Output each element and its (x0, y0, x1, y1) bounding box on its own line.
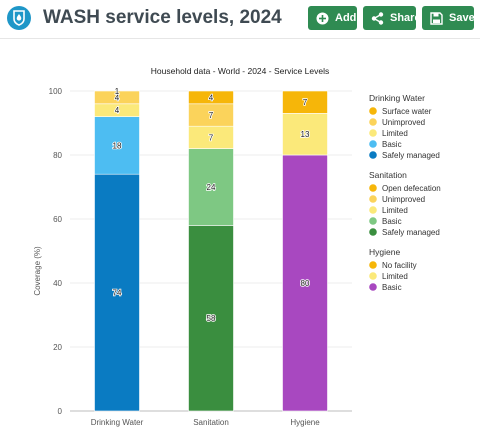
data-label: 4 (115, 106, 120, 115)
save-button[interactable]: Save (422, 6, 475, 30)
legend-heading: Drinking Water (369, 93, 425, 103)
legend-marker[interactable] (369, 184, 377, 192)
bar-segment[interactable] (188, 148, 234, 226)
legend-item[interactable]: Unimproved (382, 118, 425, 127)
legend-heading: Sanitation (369, 170, 407, 180)
floppy-disk-icon (430, 11, 443, 25)
y-axis-label: Coverage (%) (33, 246, 42, 296)
legend-marker[interactable] (369, 228, 377, 236)
chart-title: Household data - World - 2024 - Service … (151, 66, 329, 76)
legend-item[interactable]: Unimproved (382, 195, 425, 204)
share-icon (371, 11, 384, 25)
legend-item[interactable]: Basic (382, 217, 402, 226)
legend-item[interactable]: Basic (382, 283, 402, 292)
data-label: 7 (303, 98, 308, 107)
bar-segment[interactable] (282, 90, 328, 114)
x-tick-label: Drinking Water (91, 418, 144, 427)
data-label: 24 (207, 183, 216, 192)
x-tick-label: Hygiene (290, 418, 320, 427)
data-label: 18 (113, 141, 122, 150)
bar-segment[interactable] (188, 90, 234, 105)
data-label: 1 (115, 87, 120, 96)
y-tick-label: 80 (53, 151, 62, 160)
data-label: 58 (207, 314, 216, 323)
share-button-label: Share (390, 12, 421, 24)
share-button[interactable]: Share (363, 6, 421, 30)
legend-item[interactable]: Safely managed (382, 228, 440, 237)
data-label: 80 (301, 279, 310, 288)
data-label: 7 (209, 133, 214, 142)
legend-marker[interactable] (369, 206, 377, 214)
legend-item[interactable]: Limited (382, 206, 408, 215)
legend-marker[interactable] (369, 195, 377, 203)
bar-segment[interactable] (282, 113, 328, 156)
legend-item[interactable]: Open defecation (382, 184, 441, 193)
legend-item[interactable]: Basic (382, 140, 402, 149)
y-tick-label: 20 (53, 343, 62, 352)
data-label: 74 (113, 289, 122, 298)
legend-marker[interactable] (369, 217, 377, 225)
legend-marker[interactable] (369, 129, 377, 137)
bar-segment[interactable] (282, 154, 328, 412)
legend-marker[interactable] (369, 140, 377, 148)
x-tick-label: Sanitation (193, 418, 229, 427)
legend-heading: Hygiene (369, 247, 400, 257)
y-tick-label: 100 (49, 87, 63, 96)
page-title: WASH service levels, 2024 (43, 7, 282, 28)
legend-item[interactable]: Limited (382, 272, 408, 281)
app-header: WASH service levels, 2024 Add Share (0, 0, 480, 38)
y-tick-label: 40 (53, 279, 62, 288)
header-divider (0, 38, 480, 39)
drop-shield-icon (7, 6, 31, 30)
legend-item[interactable]: Safely managed (382, 151, 440, 160)
bar-segment[interactable] (94, 90, 140, 105)
legend-marker[interactable] (369, 107, 377, 115)
legend-marker[interactable] (369, 272, 377, 280)
bar-segment[interactable] (94, 173, 140, 412)
save-button-label: Save (449, 12, 475, 24)
plus-circle-icon (316, 12, 329, 25)
data-label: 4 (115, 93, 120, 102)
data-label: 4 (209, 93, 214, 102)
add-button[interactable]: Add (308, 6, 357, 30)
legend-item[interactable]: No facility (382, 261, 417, 270)
y-tick-label: 0 (58, 407, 63, 416)
legend-item[interactable]: Limited (382, 129, 408, 138)
y-tick-label: 60 (53, 215, 62, 224)
legend-item[interactable]: Surface water (382, 107, 432, 116)
data-label: 13 (301, 130, 310, 139)
bar-segment[interactable] (94, 116, 140, 175)
legend-marker[interactable] (369, 118, 377, 126)
legend-marker[interactable] (369, 283, 377, 291)
data-label: 7 (209, 111, 214, 120)
add-button-label: Add (335, 12, 357, 24)
legend-marker[interactable] (369, 261, 377, 269)
legend-marker[interactable] (369, 151, 377, 159)
